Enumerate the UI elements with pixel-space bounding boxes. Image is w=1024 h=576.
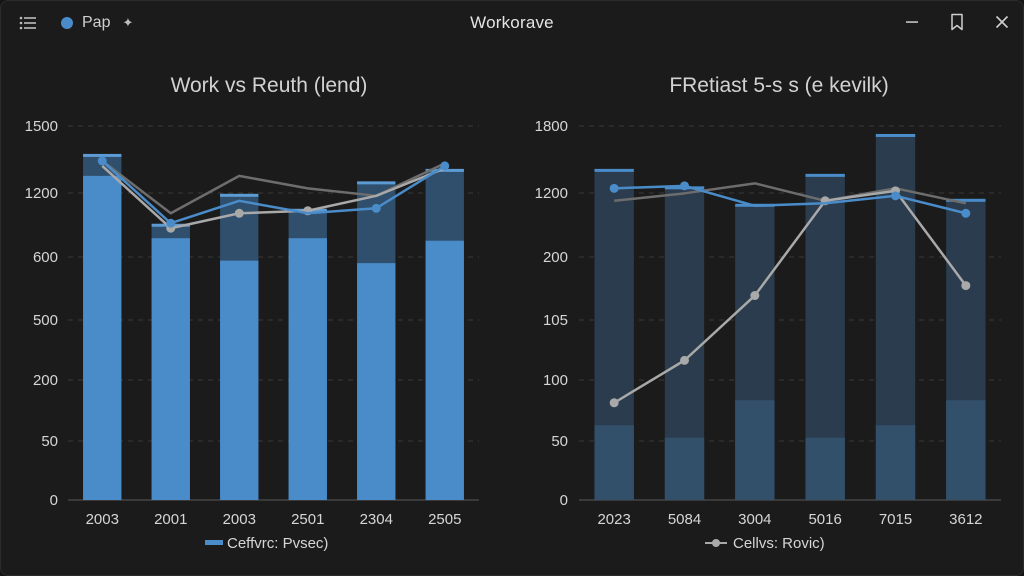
bar-cap [946,198,986,202]
series-line-gray [101,164,446,230]
series-point-gray [680,355,689,365]
title-bar-left: Pap ✦ [17,11,133,35]
x-tick-label: 5084 [668,511,701,528]
x-tick-label: 3612 [949,511,982,528]
y-tick-label: 1200 [25,185,58,202]
series-point-blue [166,218,176,228]
y-tick-label: 105 [543,312,568,329]
bar-cap [594,168,634,172]
bar-value [357,263,396,500]
y-tick-label: 200 [33,372,58,389]
series-line-dark [614,182,967,205]
bar-value [425,240,464,500]
app-title: Workorave [470,13,554,32]
title-bar: Pap ✦ Workorave [1,1,1023,45]
bar-value [664,437,705,500]
legend-label: Ceffvrc: Pvsec) [227,535,328,552]
legend-label: Cellvs: Rovic) [733,535,825,552]
bar-cap [875,133,916,137]
y-tick-label: 200 [543,249,568,266]
tab-status-dot-icon [61,17,73,29]
series-point-blue [371,203,381,213]
x-tick-label: 2304 [360,511,393,528]
legend-bar-marker [205,540,223,545]
x-tick-label: 2501 [291,511,324,528]
close-icon[interactable] [991,11,1013,33]
y-tick-label: 0 [560,492,568,509]
series-point-blue [440,161,450,171]
series-point-blue [680,181,689,191]
chart-title: Work vs Reuth (lend) [171,74,368,97]
bar-value [288,238,327,500]
x-tick-label: 2001 [154,511,187,528]
x-tick-label: 5016 [808,511,841,528]
series-line-gray [613,189,967,404]
series-point-gray [961,281,971,291]
y-tick-label: 50 [41,433,58,450]
legend-point-marker [712,539,720,547]
series-point-blue [961,208,971,218]
minimize-icon[interactable] [901,11,923,33]
series-line-blue [614,184,967,215]
window-controls [878,11,1013,33]
x-tick-label: 7015 [879,511,912,528]
bar-value [83,175,122,500]
bar-cap [805,173,845,177]
y-tick-label: 50 [551,433,568,450]
y-tick-label: 1200 [535,185,568,202]
x-tick-label: 2505 [428,511,461,528]
series-point-blue [609,183,619,193]
y-tick-label: 100 [543,372,568,389]
y-tick-label: 600 [33,249,58,266]
y-tick-label: 1500 [25,118,58,135]
y-tick-label: 0 [50,492,58,509]
series-point-gray [609,398,619,408]
x-tick-label: 2003 [86,511,119,528]
bar-cap [83,153,122,157]
x-tick-label: 2003 [223,511,256,528]
tab-label: Pap [82,14,111,31]
bar-value [735,400,775,500]
bar-value [594,425,634,500]
bar-value [946,400,986,500]
bar-cap [220,193,259,197]
x-tick-label: 3004 [738,511,771,528]
bookmark-icon[interactable] [946,11,968,33]
tab-pap[interactable]: Pap ✦ [61,14,133,32]
series-point-blue [891,191,900,201]
bar-value [805,437,845,500]
chart-right: FRetiast 5-s s (e kevilk) 1800 1200 200 105 1… [535,74,1001,552]
y-tick-label: 500 [33,312,58,329]
bar-value [220,260,259,500]
y-tick-label: 1800 [535,118,568,135]
bar-value [875,425,916,500]
series-point-blue [97,156,107,166]
tab-pin-icon[interactable]: ✦ [122,15,134,30]
x-tick-label: 2023 [597,511,630,528]
bar-cap [357,181,396,185]
menu-icon[interactable] [17,12,39,34]
chart-left: Work vs Reuth (lend)15001200600500200500… [25,74,479,552]
chart-title: FRetiast 5-s s (e kevilk) [669,74,888,97]
bar-value [151,238,190,500]
series-point-gray [750,291,760,301]
series-point-gray [234,208,244,218]
series-line-blue [101,159,446,225]
